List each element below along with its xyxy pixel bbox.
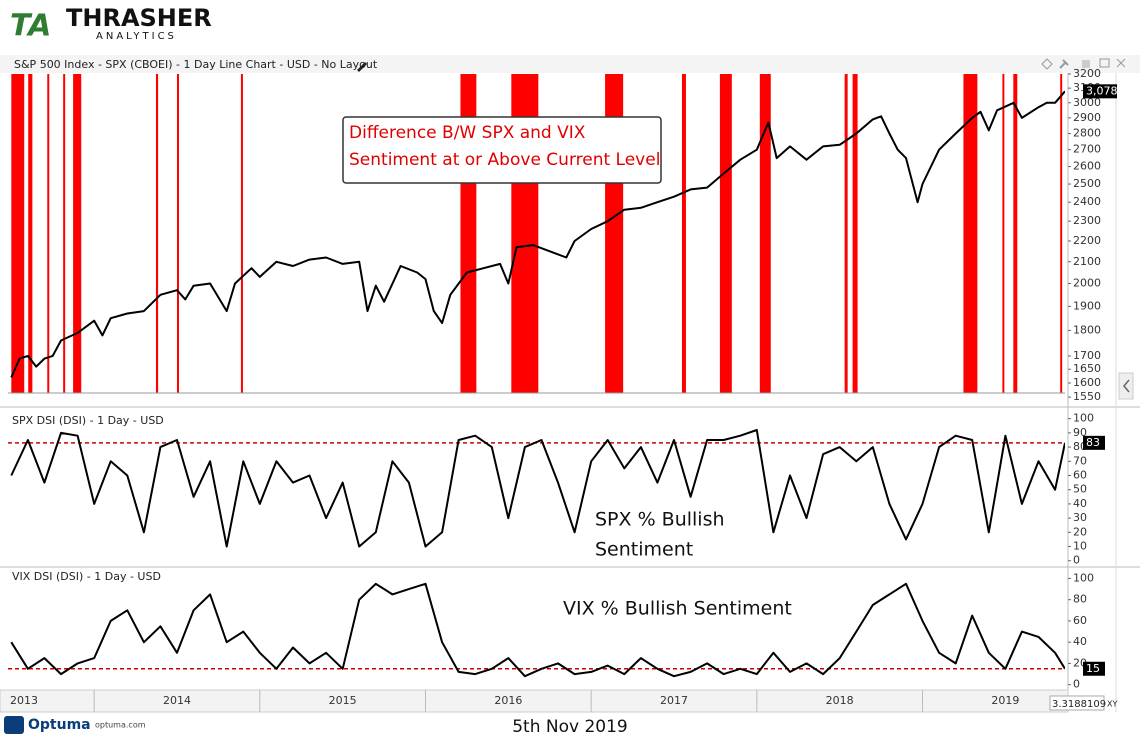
annotation-text: Sentiment at or Above Current Level [349,150,660,170]
y-tick-label: 1800 [1073,323,1101,336]
y-tick-label: 60 [1073,614,1087,627]
collapse-button[interactable] [1118,372,1134,400]
y-tick-label: 100 [1073,571,1094,584]
highlight-band [844,74,848,393]
price-line [10,582,1065,678]
logo: TA THRASHER ANALYTICS [10,4,212,44]
y-tick-label: 2300 [1073,214,1101,227]
last-value-label: 83 [1086,436,1100,449]
last-value-box [1083,84,1117,99]
highlight-band [63,74,66,393]
y-tick-label: 40 [1073,497,1087,510]
y-tick-label: 2600 [1073,160,1101,173]
last-value-box [1083,435,1105,450]
header-bar [0,55,1140,73]
footer-brand: Optuma [28,717,91,733]
highlight-band [240,74,243,393]
readout: 3.3188109 [1052,699,1106,710]
x-tick-label: 2017 [660,694,688,707]
y-tick-label: 3000 [1073,96,1101,109]
highlight-band [28,74,33,393]
logo-sub: ANALYTICS [96,31,177,42]
annotation-text: Difference B/W SPX and VIX [349,123,586,143]
readout-box [1049,695,1105,711]
highlight-band [11,74,25,393]
optuma-icon [4,716,24,734]
y-tick-label: 80 [1073,593,1087,606]
y-tick-label: 60 [1073,469,1087,482]
y-tick-label: 2200 [1073,234,1101,247]
highlight-band [1013,74,1018,393]
pane-title: S&P 500 Index - SPX (CBOEI) - 1 Day Line… [14,58,378,71]
x-tick-label: 2016 [494,694,522,707]
y-tick-label: 1650 [1073,362,1101,375]
y-tick-label: 3200 [1073,67,1101,80]
annotation-text: SPX % Bullish [595,509,725,531]
y-tick-label: 1700 [1073,349,1101,362]
y-tick-label: 100 [1073,412,1094,425]
pin-icon[interactable] [1059,59,1069,69]
y-tick-label: 2900 [1073,111,1101,124]
annotation-box [342,116,662,184]
price-line [10,429,1065,548]
x-axis-band [0,689,1069,713]
annotation-text: Sentiment [595,539,693,561]
price-line [10,90,1065,378]
annotation-text: VIX % Bullish Sentiment [563,598,792,620]
y-tick-label: 2800 [1073,127,1101,140]
highlight-band [176,74,179,393]
y-tick-label: 70 [1073,454,1087,467]
diamond-icon[interactable] [1041,58,1053,70]
highlight-band [1060,74,1063,393]
pane-title: SPX DSI (DSI) - 1 Day - USD [12,414,164,427]
y-tick-label: 2700 [1073,143,1101,156]
y-tick-label: 90 [1073,426,1087,439]
y-tick-label: 2000 [1073,276,1101,289]
y-tick-label: 1550 [1073,390,1101,403]
highlight-band [73,74,82,393]
last-value-box [1083,661,1105,676]
x-tick-label: 2013 [10,694,38,707]
footer-date: 5th Nov 2019 [512,717,628,737]
y-tick-label: 1600 [1073,376,1101,389]
x-tick-label: 2015 [329,694,357,707]
y-tick-label: 2100 [1073,255,1101,268]
y-tick-label: 20 [1073,525,1087,538]
x-tick-label: 2018 [826,694,854,707]
y-tick-label: 2400 [1073,195,1101,208]
edit-icon[interactable] [357,62,367,72]
y-tick-label: 2500 [1073,177,1101,190]
restore-icon[interactable] [1099,58,1110,68]
highlight-band [681,74,686,393]
logo-mark: TA [10,9,51,44]
highlight-band [155,74,159,393]
highlight-band [719,74,732,393]
footer-site: optuma.com [95,721,146,730]
highlight-band [1002,74,1005,393]
window-icon[interactable] [1082,60,1090,68]
collapse-arrow [1123,379,1130,393]
last-value-label: 3,078 [1086,84,1118,97]
highlight-band [963,74,978,393]
highlight-band [47,74,50,393]
y-tick-label: 10 [1073,540,1087,553]
highlight-band [759,74,771,393]
mode[interactable]: XY [1107,700,1117,709]
close-icon[interactable] [1116,58,1126,68]
y-tick-label: 1900 [1073,299,1101,312]
y-tick-label: 40 [1073,635,1087,648]
x-tick-label: 2019 [991,694,1019,707]
y-tick-label: 0 [1073,678,1080,691]
y-tick-label: 30 [1073,511,1087,524]
last-value-label: 15 [1086,662,1100,675]
y-tick-label: 0 [1073,554,1080,567]
pane-title: VIX DSI (DSI) - 1 Day - USD [12,570,161,583]
x-tick-label: 2014 [163,694,191,707]
y-tick-label: 50 [1073,483,1087,496]
logo-name: THRASHER [66,4,212,32]
highlight-band [852,74,858,393]
